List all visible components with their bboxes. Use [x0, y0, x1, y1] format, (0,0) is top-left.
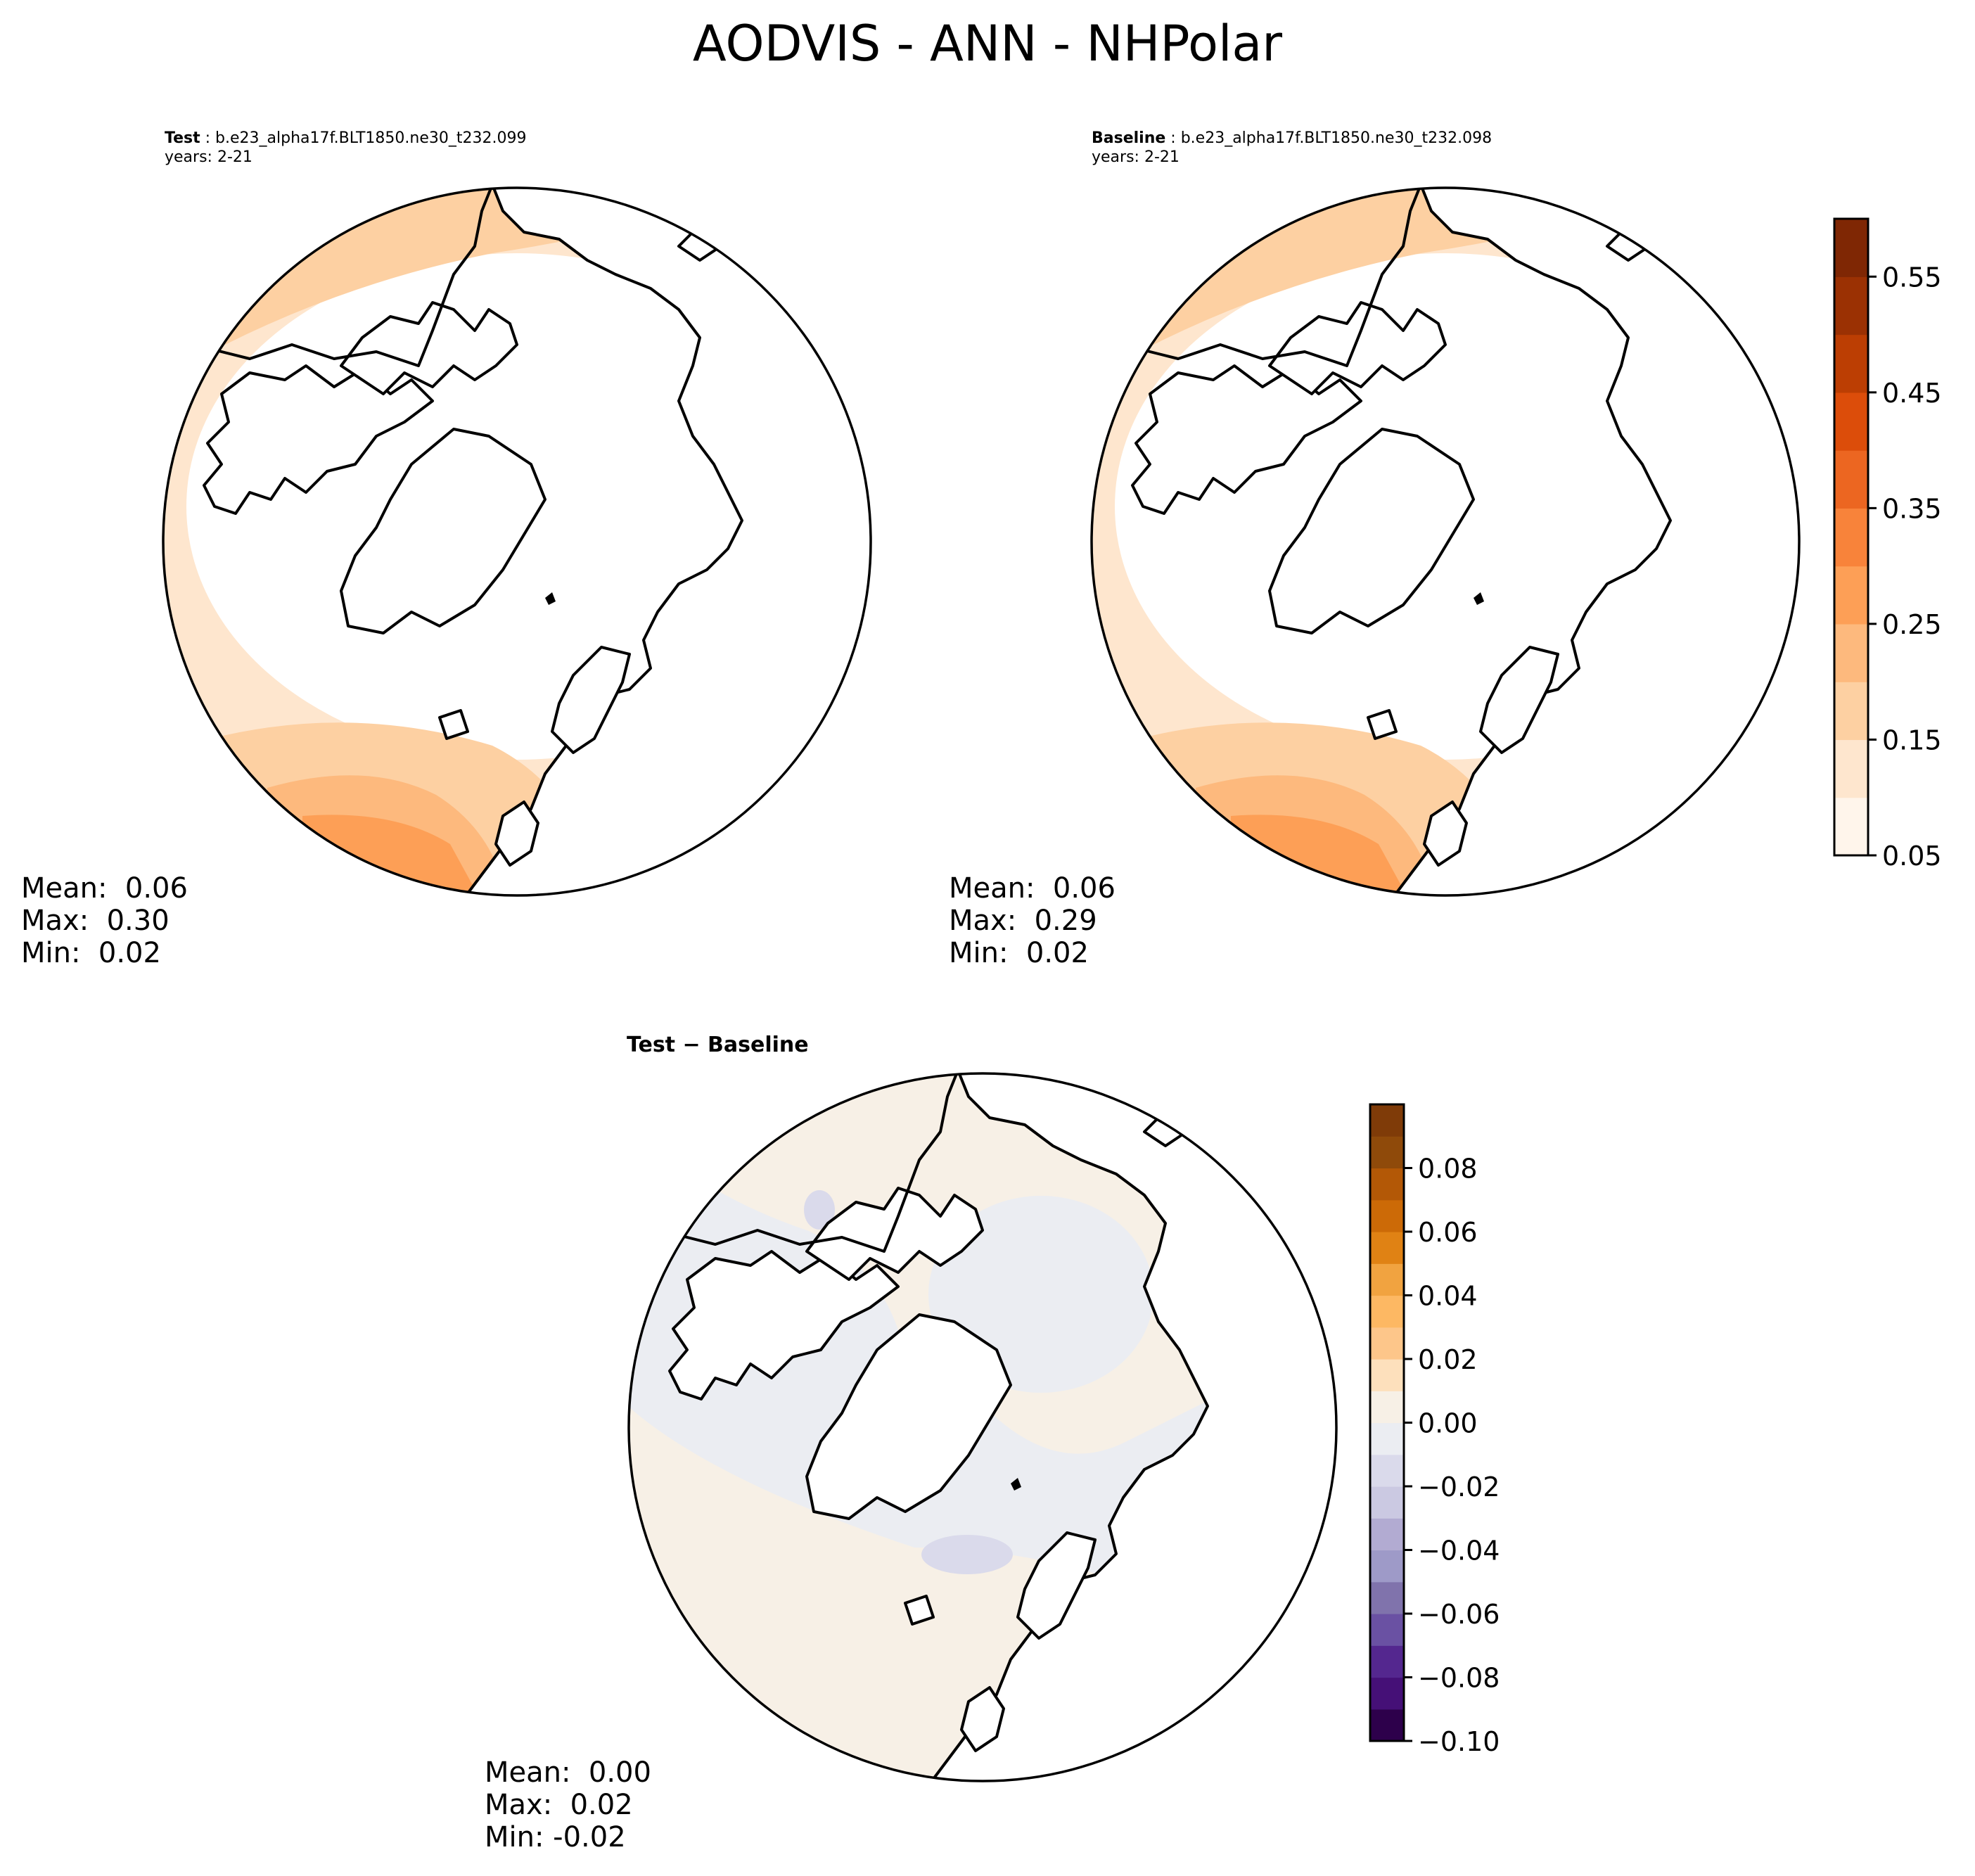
- test-years: years: 2-21: [165, 148, 253, 166]
- colorbar-aod-swatch: [1834, 797, 1868, 856]
- colorbar-aod-swatch: [1834, 276, 1868, 336]
- colorbar-diff-swatch: [1370, 1327, 1404, 1360]
- colorbar-diff-tick-label: −0.02: [1418, 1472, 1500, 1502]
- colorbar-aod: 0.55 0.45 0.35 0.25 0.15 0.05: [1833, 217, 1942, 872]
- colorbar-diff-swatch: [1370, 1199, 1404, 1232]
- colorbar-aod-swatch: [1834, 392, 1868, 451]
- diff-min: Min: -0.02: [485, 1821, 626, 1853]
- test-max: Max: 0.30: [21, 905, 170, 937]
- test-map: [162, 186, 872, 897]
- colorbar-aod-swatch: [1834, 623, 1868, 682]
- colorbar-diff-swatch: [1370, 1232, 1404, 1264]
- colorbar-aod-swatch: [1834, 682, 1868, 741]
- diff-map: [627, 1072, 1338, 1782]
- colorbar-diff-tick-label: −0.06: [1418, 1599, 1500, 1630]
- colorbar-aod-tick-label: 0.55: [1882, 262, 1942, 293]
- colorbar-diff-tick-label: −0.08: [1418, 1663, 1500, 1694]
- baseline-map: [1090, 186, 1801, 897]
- baseline-min: Min: 0.02: [949, 937, 1089, 969]
- colorbar-aod-swatch: [1834, 566, 1868, 625]
- colorbar-diff-swatch: [1370, 1614, 1404, 1646]
- colorbar-diff-tick-label: 0.02: [1418, 1344, 1478, 1375]
- colorbar-diff-swatch: [1370, 1677, 1404, 1710]
- colorbar-diff-tick-label: 0.06: [1418, 1217, 1478, 1248]
- colorbar-aod-frame: [1833, 217, 1869, 857]
- colorbar-aod-swatch: [1834, 219, 1868, 277]
- colorbar-diff-tick-label: 0.00: [1418, 1408, 1478, 1439]
- colorbar-diff-swatch: [1370, 1645, 1404, 1678]
- test-min: Min: 0.02: [21, 937, 161, 969]
- colorbar-diff-swatch: [1370, 1168, 1404, 1201]
- colorbar-diff-swatch: [1370, 1454, 1404, 1487]
- baseline-max: Max: 0.29: [949, 905, 1097, 937]
- colorbar-diff-tick-label: −0.04: [1418, 1536, 1500, 1566]
- colorbar-diff-swatch: [1370, 1136, 1404, 1169]
- colorbar-diff-swatch: [1370, 1359, 1404, 1391]
- colorbar-diff-swatch: [1370, 1263, 1404, 1296]
- diff-field-neg-min: [921, 1535, 1013, 1574]
- diff-map-frame: [627, 1072, 1338, 1782]
- colorbar-diff-swatch: [1370, 1104, 1404, 1137]
- test-label: Test: [165, 129, 200, 147]
- test-stats: Mean: 0.06 Max: 0.30 Min: 0.02: [21, 872, 188, 969]
- colorbar-diff-swatch: [1370, 1581, 1404, 1614]
- colorbar-diff-swatch: [1370, 1295, 1404, 1328]
- baseline-years: years: 2-21: [1092, 148, 1180, 166]
- colorbar-diff-swatch: [1370, 1391, 1404, 1424]
- colorbar-diff-swatch: [1370, 1709, 1404, 1742]
- test-mean: Mean: 0.06: [21, 872, 188, 905]
- test-case-name: b.e23_alpha17f.BLT1850.ne30_t232.099: [215, 129, 527, 147]
- colorbar-aod-tick-label: 0.25: [1882, 609, 1942, 640]
- colorbar-aod-swatch: [1834, 450, 1868, 509]
- colorbar-diff-swatch: [1370, 1550, 1404, 1583]
- colorbar-aod-swatch: [1834, 508, 1868, 567]
- colorbar-aod-tick-label: 0.05: [1882, 841, 1942, 872]
- baseline-label: Baseline: [1092, 129, 1166, 147]
- colorbar-aod-tick-label: 0.35: [1882, 493, 1942, 524]
- baseline-map-frame: [1090, 186, 1801, 897]
- colorbar-diff-tick-label: 0.04: [1418, 1281, 1478, 1312]
- colorbar-diff-swatch: [1370, 1486, 1404, 1519]
- colorbar-aod-swatch: [1834, 739, 1868, 798]
- baseline-stats: Mean: 0.06 Max: 0.29 Min: 0.02: [949, 872, 1116, 969]
- colorbar-diff-tick-label: 0.08: [1418, 1154, 1478, 1185]
- colorbar-aod-tick-label: 0.15: [1882, 725, 1942, 755]
- figure-title: AODVIS - ANN - NHPolar: [692, 15, 1283, 72]
- test-map-frame: [162, 186, 872, 897]
- colorbar-aod-swatch: [1834, 334, 1868, 393]
- baseline-header: Baseline : b.e23_alpha17f.BLT1850.ne30_t…: [1092, 129, 1493, 166]
- colorbar-diff-swatch: [1370, 1422, 1404, 1455]
- colorbar-diff-tick-label: −0.10: [1418, 1726, 1500, 1757]
- diff-mean: Mean: 0.00: [485, 1756, 651, 1789]
- colorbar-diff-swatch: [1370, 1518, 1404, 1551]
- colorbar-aod-tick-label: 0.45: [1882, 378, 1942, 409]
- test-header: Test : b.e23_alpha17f.BLT1850.ne30_t232.…: [165, 129, 527, 166]
- diff-stats: Mean: 0.00 Max: 0.02 Min: -0.02: [485, 1756, 651, 1853]
- baseline-mean: Mean: 0.06: [949, 872, 1116, 905]
- diff-max: Max: 0.02: [485, 1789, 633, 1821]
- baseline-case-name: b.e23_alpha17f.BLT1850.ne30_t232.098: [1180, 129, 1493, 147]
- diff-field-neg-spot: [804, 1190, 835, 1230]
- colorbar-diff: 0.08 0.06 0.04 0.02 0.00 −0.02 −0.04 −0.06 −0.08…: [1369, 1103, 1500, 1757]
- diff-title: Test − Baseline: [627, 1033, 809, 1057]
